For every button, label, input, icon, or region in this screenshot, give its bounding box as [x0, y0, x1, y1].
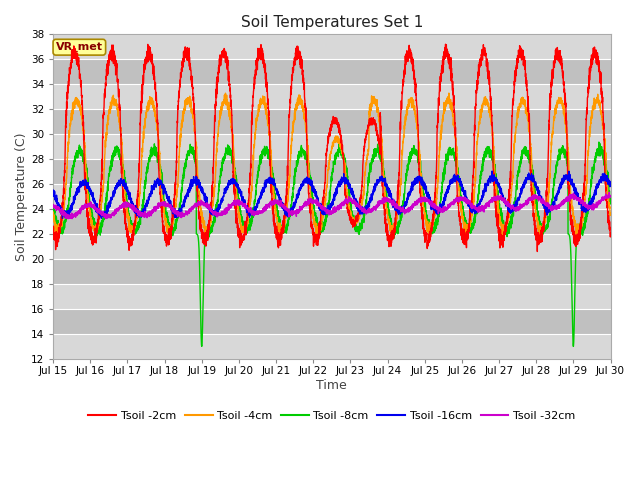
Bar	[53, 34, 611, 59]
Bar	[53, 109, 611, 134]
Bar	[53, 134, 611, 159]
Bar	[53, 309, 611, 334]
Bar	[53, 234, 611, 259]
Legend: Tsoil -2cm, Tsoil -4cm, Tsoil -8cm, Tsoil -16cm, Tsoil -32cm: Tsoil -2cm, Tsoil -4cm, Tsoil -8cm, Tsoi…	[84, 407, 580, 426]
Title: Soil Temperatures Set 1: Soil Temperatures Set 1	[241, 15, 423, 30]
Bar	[53, 184, 611, 209]
Bar	[53, 159, 611, 184]
Y-axis label: Soil Temperature (C): Soil Temperature (C)	[15, 132, 28, 261]
Bar	[53, 284, 611, 309]
Bar	[53, 259, 611, 284]
X-axis label: Time: Time	[316, 379, 347, 392]
Text: VR_met: VR_met	[56, 42, 103, 52]
Bar	[53, 334, 611, 359]
Bar	[53, 209, 611, 234]
Bar	[53, 84, 611, 109]
Bar	[53, 59, 611, 84]
